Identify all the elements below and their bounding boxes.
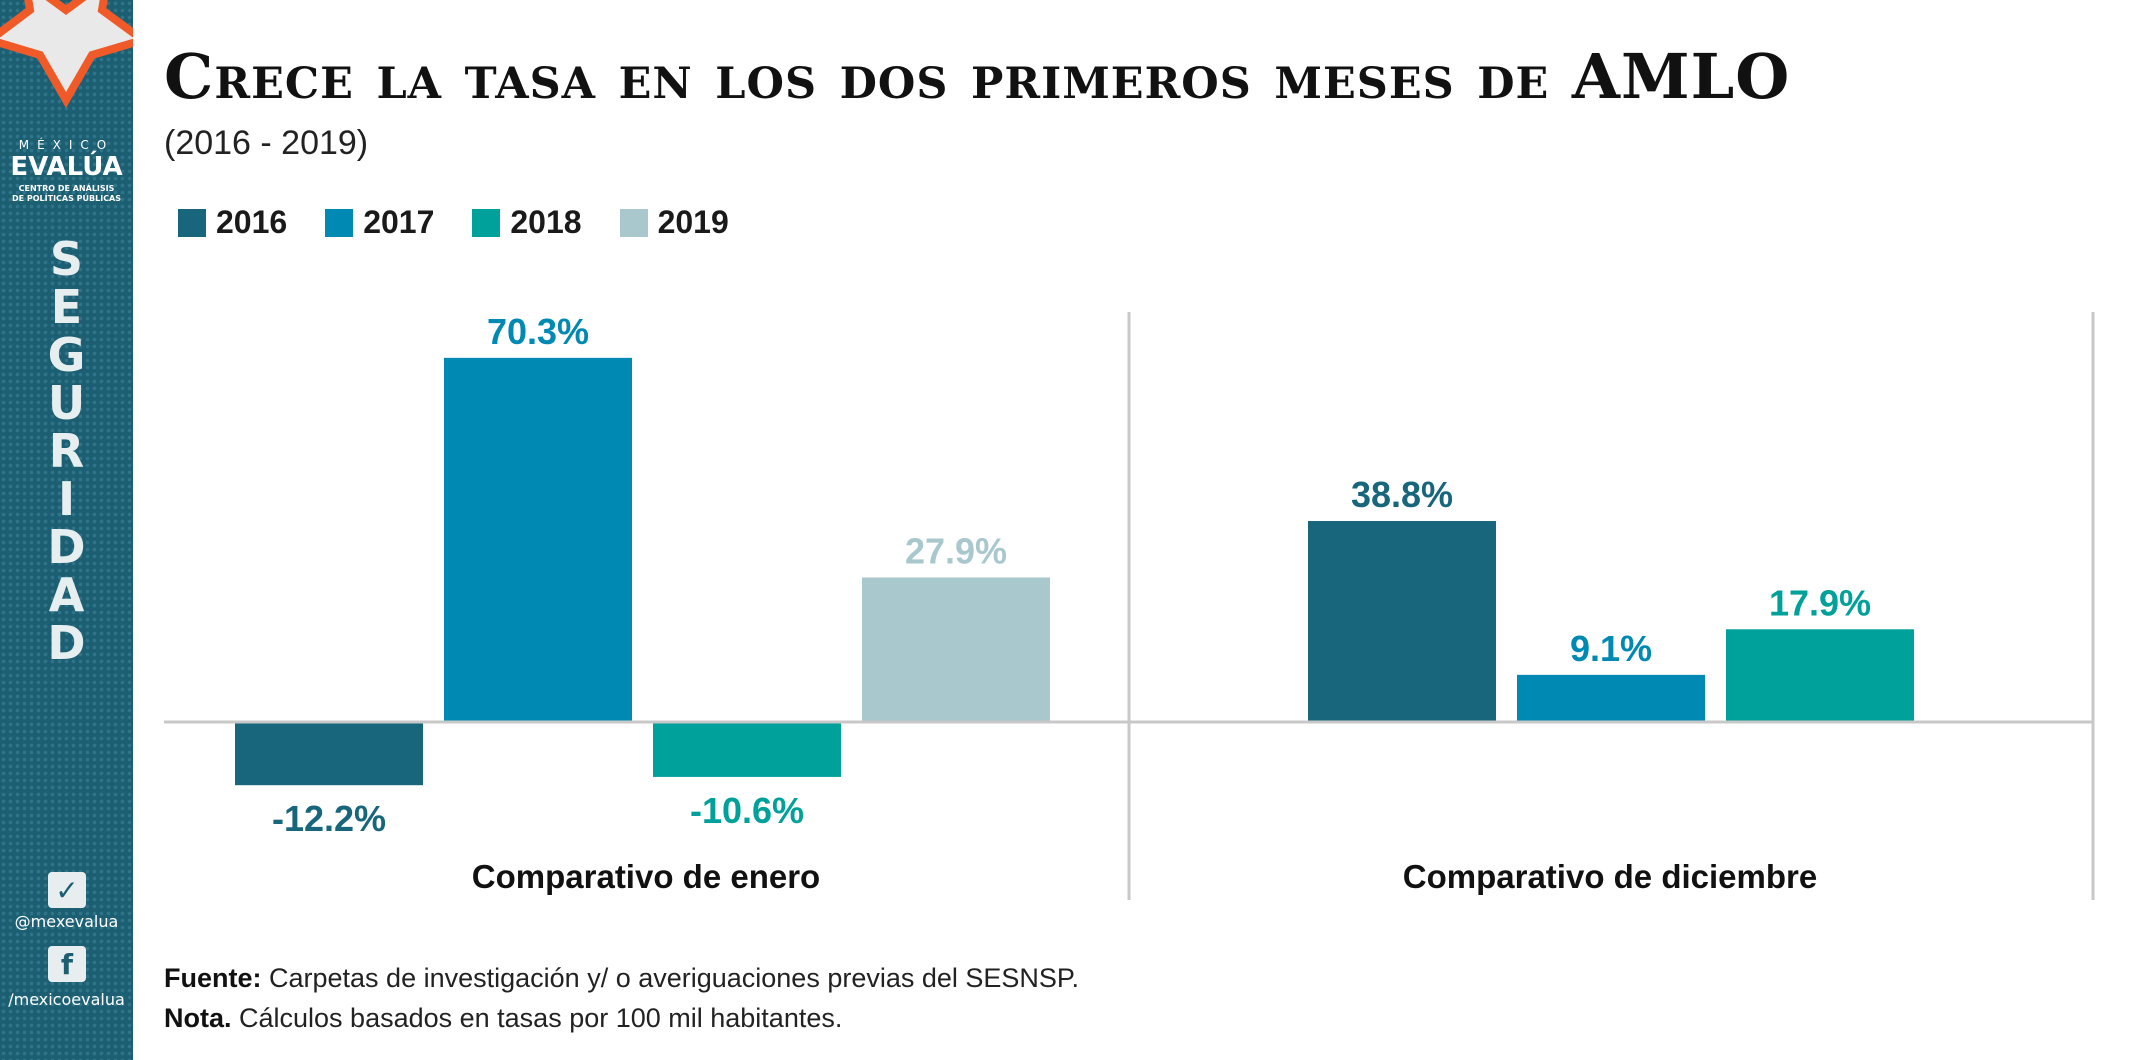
logo-top: MÉXICO (18, 138, 115, 152)
data-label: 9.1% (1570, 628, 1652, 669)
source-text: Carpetas de investigación y/ o averiguac… (261, 963, 1079, 993)
legend-swatch (619, 208, 648, 237)
twitter-handle[interactable]: @mexevalua (14, 912, 119, 931)
twitter-icon[interactable]: ✓ (48, 872, 86, 908)
legend-label: 2016 (216, 204, 288, 240)
bar-2016-0 (235, 722, 423, 786)
data-label: -10.6% (690, 790, 804, 831)
section-letter: U (47, 376, 86, 430)
bar-2018-1 (1726, 629, 1914, 722)
legend: 2016 2017 2018 2019 (178, 204, 729, 241)
source-line: Fuente: Carpetas de investigación y/ o a… (164, 958, 1079, 998)
data-label: 27.9% (905, 530, 1007, 571)
note-text: Cálculos basados en tasas por 100 mil ha… (231, 1003, 843, 1033)
bar-2018-0 (653, 722, 841, 777)
source-label: Fuente: (164, 963, 262, 993)
facebook-icon[interactable]: f (48, 946, 86, 982)
sidebar: MÉXICO EVALÚA CENTRO DE ANÁLISIS DE POLÍ… (0, 0, 133, 1060)
legend-label: 2018 (510, 204, 582, 240)
section-letter: D (47, 520, 86, 574)
section-letter: G (47, 328, 86, 382)
bar-2017-1 (1517, 674, 1705, 722)
section-letter: R (48, 424, 85, 478)
section-letter: S (49, 232, 84, 286)
logo-sub2: DE POLÍTICAS PÚBLICAS (11, 194, 122, 203)
note-label: Nota. (164, 1003, 232, 1033)
legend-swatch (472, 208, 501, 237)
legend-item-2017: 2017 (325, 204, 434, 241)
legend-item-2018: 2018 (472, 204, 582, 241)
category-label: Comparativo de diciembre (1403, 858, 1817, 895)
category-label: Comparativo de enero (472, 858, 820, 895)
logo-star-icon (0, 0, 133, 108)
bar-2017-0 (444, 357, 632, 722)
legend-item-2019: 2019 (619, 204, 729, 241)
page-title: Crece la tasa en los dos primeros meses … (164, 40, 1791, 113)
legend-label: 2017 (363, 204, 435, 240)
section-letter: E (50, 280, 83, 334)
section-letter: D (47, 616, 86, 670)
data-label: -12.2% (272, 798, 386, 839)
page-subtitle: (2016 - 2019) (164, 124, 369, 162)
note-line: Nota. Cálculos basados en tasas por 100 … (164, 998, 1079, 1038)
legend-label: 2019 (657, 204, 729, 240)
legend-swatch (178, 208, 206, 237)
bar-2016-1 (1308, 521, 1496, 722)
legend-item-2016: 2016 (178, 204, 287, 241)
footer: Fuente: Carpetas de investigación y/ o a… (164, 958, 1079, 1038)
logo-main: EVALÚA (10, 152, 123, 182)
section-letter: I (57, 472, 76, 526)
facebook-handle[interactable]: /mexicoevalua (8, 990, 125, 1009)
data-label: 70.3% (487, 311, 589, 352)
logo-sub1: CENTRO DE ANÁLISIS (18, 184, 115, 193)
data-label: 38.8% (1351, 474, 1453, 515)
section-letter: A (48, 568, 85, 622)
bar-2019-0 (862, 577, 1050, 722)
legend-swatch (325, 208, 354, 237)
data-label: 17.9% (1769, 582, 1871, 623)
